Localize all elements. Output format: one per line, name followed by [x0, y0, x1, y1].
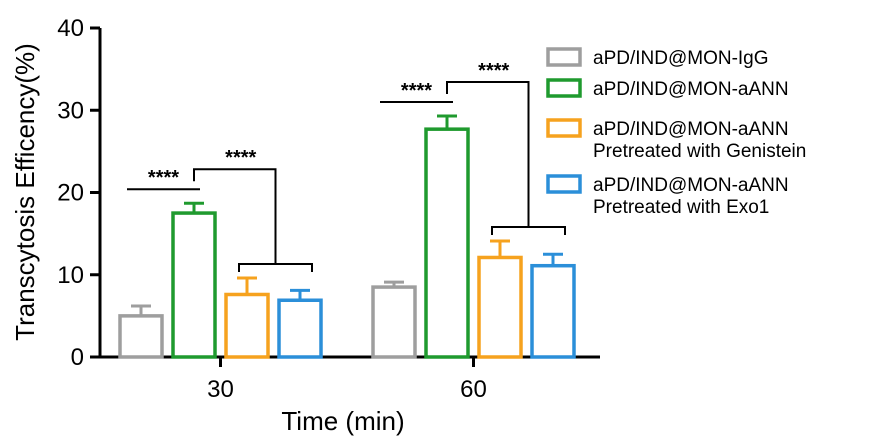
comparison-bracket [446, 81, 530, 228]
legend-label: aPD/IND@MON-IgG [593, 48, 769, 69]
y-tick-label: 0 [71, 344, 84, 371]
bar [118, 314, 164, 359]
legend-label: aPD/IND@MON-aANN [593, 119, 789, 140]
significance-label: **** [401, 80, 432, 102]
legend-label-line2: Pretreated with Genistein [593, 141, 806, 162]
significance-label: **** [478, 60, 509, 82]
bar [277, 298, 323, 359]
legend-swatch [546, 47, 582, 67]
group-bracket [238, 263, 313, 273]
y-tick-label: 40 [57, 15, 84, 42]
comparison-bracket [193, 168, 277, 265]
legend-swatch [546, 174, 582, 194]
x-tick-label: 60 [460, 376, 487, 403]
y-tick-label: 10 [57, 262, 84, 289]
x-axis-title: Time (min) [281, 406, 404, 436]
legend-swatch [546, 118, 582, 138]
bar [424, 127, 470, 359]
bar [371, 285, 417, 359]
legend: aPD/IND@MON-IgG aPD/IND@MON-aANN aPD/IND@M… [546, 47, 806, 218]
legend-label-line2: Pretreated with Exo1 [593, 197, 769, 218]
significance-brackets: **** **** **** **** [127, 60, 566, 273]
bar [171, 211, 217, 359]
legend-swatch [546, 78, 582, 98]
significance-label: **** [225, 147, 256, 169]
bar [224, 292, 270, 359]
bar [530, 263, 576, 359]
y-tick-label: 20 [57, 180, 84, 207]
legend-label: aPD/IND@MON-aANN [593, 79, 789, 100]
bars [118, 114, 576, 359]
legend-label: aPD/IND@MON-aANN [593, 175, 789, 196]
y-axis-title: Transcytosis Efficency(%) [10, 43, 40, 341]
significance-label: **** [148, 167, 179, 189]
group-bracket [491, 226, 566, 236]
y-tick-label: 30 [57, 97, 84, 124]
bar [477, 255, 523, 359]
x-tick-label: 30 [207, 376, 234, 403]
